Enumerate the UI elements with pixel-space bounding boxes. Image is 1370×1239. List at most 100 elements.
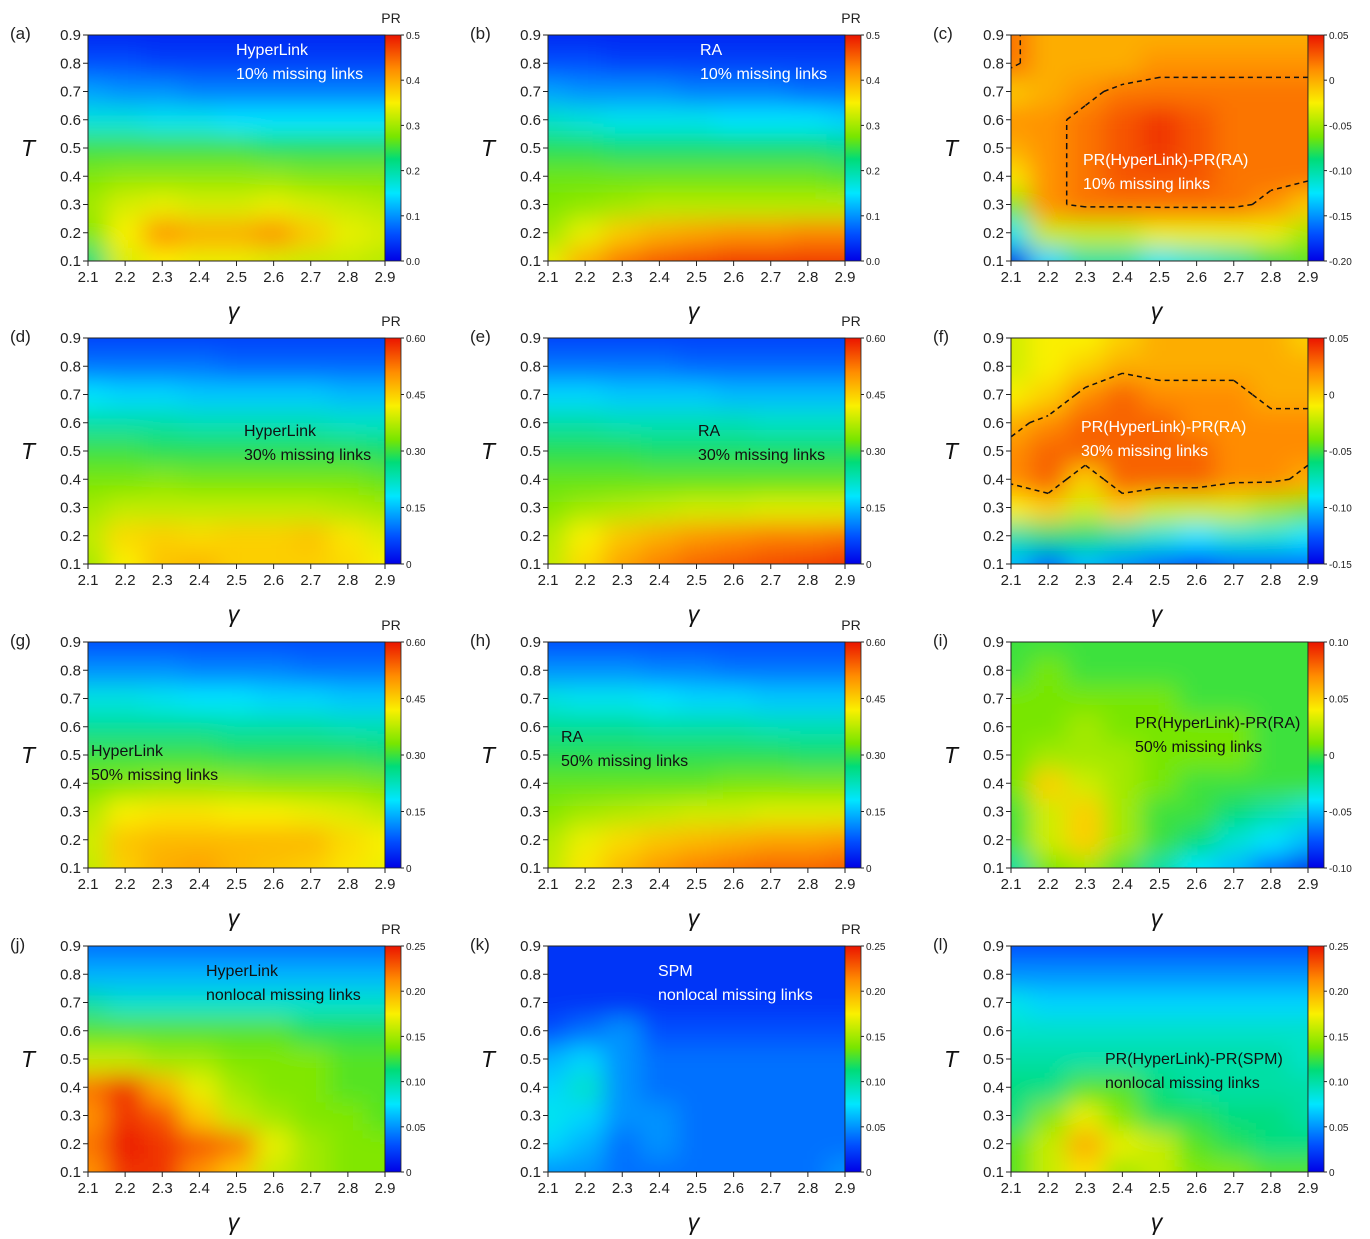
heatmap-cell (217, 190, 257, 220)
heatmap-cell (1066, 988, 1105, 1018)
panel-label: (i) (933, 631, 948, 650)
heatmap-cell (640, 740, 679, 771)
heatmap-cell (329, 853, 368, 868)
heatmap-cell (180, 642, 219, 658)
heatmap-cell (255, 825, 294, 855)
heatmap-cell (1178, 493, 1217, 523)
heatmap-cell (1066, 436, 1105, 467)
heatmap-cell (715, 246, 754, 261)
y-tick-label: 0.9 (520, 330, 541, 347)
heatmap-cell (180, 436, 219, 467)
heatmap-cell (752, 218, 791, 248)
heatmap-cell (1140, 988, 1180, 1018)
heatmap-cell (180, 105, 219, 135)
heatmap-cell (789, 960, 828, 990)
heatmap-cell (640, 408, 679, 438)
heatmap-cell (1178, 988, 1217, 1018)
heatmap-cell (292, 35, 331, 51)
heatmap-cell (255, 465, 294, 495)
x-tick-label: 2.7 (300, 572, 321, 589)
heatmap-cell (1103, 712, 1142, 742)
heatmap-cell (292, 352, 331, 382)
colorbar-tick-label: 0.10 (866, 1078, 886, 1089)
heatmap-cell (715, 521, 754, 551)
x-tick-label: 2.4 (1112, 269, 1133, 286)
heatmap-cell (329, 960, 368, 990)
heatmap-cell (106, 1129, 145, 1159)
heatmap-cell (1215, 1101, 1254, 1131)
heatmap-cell (366, 380, 385, 410)
heatmap-cell (255, 133, 294, 164)
heatmap-cell (603, 549, 642, 564)
heatmap-cell (566, 684, 605, 714)
heatmap-cell (1066, 35, 1105, 51)
y-tick-label: 0.9 (60, 938, 81, 955)
heatmap-cell (1289, 352, 1308, 382)
colorbar-tick-label: 0 (866, 864, 872, 875)
heatmap-cell (752, 35, 791, 51)
heatmap-cell (1252, 436, 1291, 467)
heatmap-cell (292, 960, 331, 990)
heatmap-cell (329, 988, 368, 1018)
heatmap-cell (255, 960, 294, 990)
colorbar (1307, 34, 1325, 262)
heatmap-cell (548, 493, 568, 523)
y-tick-label: 0.7 (60, 84, 81, 101)
heatmap-cell (548, 642, 568, 658)
heatmap-cell (1029, 352, 1068, 382)
heatmap-cell (1011, 493, 1031, 523)
heatmap-cell (1215, 465, 1254, 495)
heatmap-cell (715, 549, 754, 564)
heatmap-cell (789, 684, 828, 714)
y-tick-label: 0.9 (60, 634, 81, 651)
heatmap-cell (1011, 740, 1031, 771)
heatmap-cell (1215, 1016, 1254, 1046)
colorbar-tick-label: 0.45 (406, 695, 426, 706)
x-tick-label: 2.4 (1112, 876, 1133, 893)
heatmap-cell (1289, 853, 1308, 868)
heatmap-cell (1215, 218, 1254, 248)
heatmap-cell (677, 797, 717, 827)
heatmap-cell (603, 408, 642, 438)
heatmap-cell (292, 338, 331, 354)
heatmap-cell (789, 352, 828, 382)
heatmap-cell (677, 853, 717, 868)
heatmap-cell (677, 35, 717, 51)
colorbar-tick-label: -0.20 (1329, 257, 1352, 268)
heatmap-cell (255, 493, 294, 523)
heatmap-cell (143, 465, 182, 495)
heatmap-cell (1252, 338, 1291, 354)
heatmap-cell (329, 493, 368, 523)
heatmap-k (548, 946, 845, 1172)
heatmap-cell (1140, 408, 1180, 438)
heatmap-cell (640, 493, 679, 523)
colorbar (844, 641, 862, 869)
heatmap-cell (603, 218, 642, 248)
heatmap-cell (1215, 769, 1254, 799)
heatmap-cell (1066, 853, 1105, 868)
heatmap-cell (143, 740, 182, 771)
x-tick-label: 2.6 (1186, 269, 1207, 286)
x-tick-label: 2.8 (1260, 572, 1281, 589)
heatmap-cell (752, 380, 791, 410)
heatmap-cell (1252, 133, 1291, 164)
heatmap-cell (1178, 712, 1217, 742)
heatmap-cell (217, 352, 257, 382)
y-tick-label: 0.2 (60, 528, 81, 545)
heatmap-cell (603, 825, 642, 855)
heatmap-cell (566, 218, 605, 248)
heatmap-cell (548, 853, 568, 868)
y-tick-label: 0.6 (983, 1023, 1004, 1040)
heatmap-cell (789, 740, 828, 771)
x-tick-label: 2.7 (300, 269, 321, 286)
heatmap-cell (217, 105, 257, 135)
colorbar (384, 641, 402, 869)
heatmap-cell (789, 465, 828, 495)
heatmap-cell (1252, 49, 1291, 79)
heatmap-cell (1140, 769, 1180, 799)
heatmap-cell (1252, 797, 1291, 827)
panel-annotation: 50% missing links (561, 753, 688, 770)
heatmap-cell (752, 1101, 791, 1131)
heatmap-cell (366, 408, 385, 438)
heatmap-cell (826, 493, 845, 523)
